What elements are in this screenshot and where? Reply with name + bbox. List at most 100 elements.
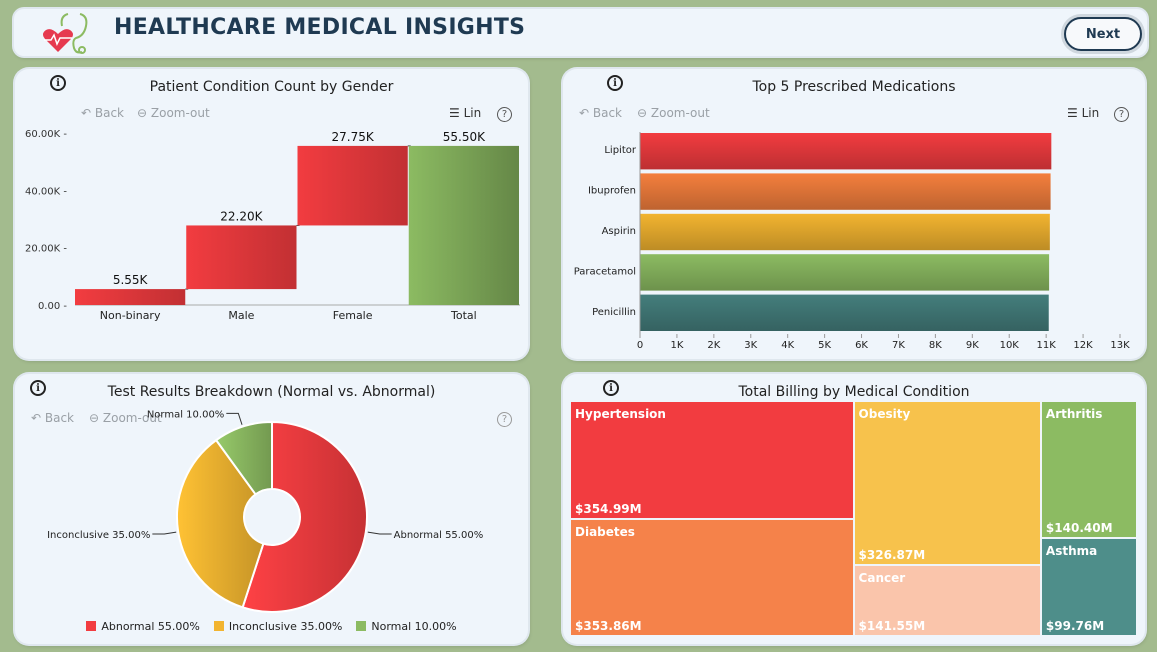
legend-item[interactable]: Normal 10.00% bbox=[356, 620, 457, 633]
x-tick-label: 9K bbox=[966, 340, 979, 351]
page-title: HEALTHCARE MEDICAL INSIGHTS bbox=[114, 15, 526, 40]
y-tick-label: 0.00 - bbox=[38, 301, 67, 312]
waterfall-bar bbox=[297, 145, 408, 226]
treemap-cell[interactable]: Asthma $99.76M bbox=[1041, 539, 1136, 635]
medications-panel: i Top 5 Prescribed Medications ↶ Back ⊖ … bbox=[563, 69, 1145, 359]
x-tick-label: 13K bbox=[1110, 340, 1130, 351]
y-tick-label: Aspirin bbox=[602, 226, 636, 237]
treemap-label: Diabetes bbox=[575, 524, 635, 539]
treemap-cell[interactable]: Hypertension $354.99M bbox=[571, 402, 853, 518]
x-tick-label: 5K bbox=[818, 340, 831, 351]
x-tick-label: 11K bbox=[1037, 340, 1057, 351]
info-icon[interactable]: i bbox=[30, 380, 46, 396]
y-tick-label: 20.00K - bbox=[25, 244, 67, 255]
treemap-label: Cancer bbox=[858, 570, 906, 585]
y-tick-label: Penicillin bbox=[592, 307, 636, 318]
back-icon: ↶ bbox=[81, 106, 95, 120]
x-tick-label: Female bbox=[333, 309, 373, 322]
data-label: 5.55K bbox=[113, 273, 149, 287]
list-icon: ☰ bbox=[1067, 106, 1082, 120]
y-tick-label: 40.00K - bbox=[25, 186, 67, 197]
back-button[interactable]: ↶ Back bbox=[31, 411, 75, 425]
treemap-value: $326.87M bbox=[858, 547, 926, 562]
treemap-cell[interactable]: Cancer $141.55M bbox=[854, 565, 1040, 635]
x-tick-label: 2K bbox=[707, 340, 720, 351]
chart-legend: Abnormal 55.00% Inconclusive 35.00% Normal… bbox=[15, 620, 528, 633]
list-icon: ☰ bbox=[449, 106, 464, 120]
stethoscope-heart-icon bbox=[43, 13, 88, 54]
help-icon[interactable]: ? bbox=[497, 412, 512, 427]
data-label: Abnormal 55.00% bbox=[394, 530, 484, 541]
x-tick-label: Total bbox=[450, 309, 477, 322]
legend-swatch bbox=[356, 621, 367, 631]
y-tick-label: Lipitor bbox=[604, 145, 637, 156]
medication-bar bbox=[640, 173, 1051, 210]
x-tick-label: 3K bbox=[744, 340, 757, 351]
data-label: 22.20K bbox=[220, 209, 263, 223]
zoom-out-button[interactable]: ⊖ Zoom-out bbox=[637, 106, 710, 120]
treemap-cell[interactable]: Obesity $326.87M bbox=[854, 402, 1040, 564]
leader-line bbox=[226, 412, 243, 425]
info-icon[interactable]: i bbox=[50, 75, 66, 91]
next-button[interactable]: Next bbox=[1064, 17, 1142, 51]
legend-swatch bbox=[213, 621, 224, 631]
x-tick-label: 1K bbox=[670, 340, 683, 351]
medication-bar bbox=[640, 294, 1049, 331]
legend-label: Abnormal 55.00% bbox=[101, 620, 200, 633]
x-tick-label: Male bbox=[228, 309, 254, 322]
treemap-cell[interactable]: Arthritis $140.40M bbox=[1041, 402, 1136, 538]
treemap-label: Hypertension bbox=[575, 407, 666, 421]
treemap-value: $141.55M bbox=[858, 618, 926, 633]
waterfall-chart: 0.00 - 20.00K - 40.00K - 60.00K - 5.55K Non-b… bbox=[25, 129, 520, 322]
treemap-value: $353.86M bbox=[575, 618, 642, 633]
y-tick-label: Paracetamol bbox=[574, 266, 636, 277]
x-tick-label: 0 bbox=[637, 340, 643, 351]
y-tick-label: Ibuprofen bbox=[588, 186, 636, 197]
legend-item[interactable]: Inconclusive 35.00% bbox=[213, 620, 343, 633]
legend-label: Normal 10.00% bbox=[371, 620, 457, 633]
chart-title: Patient Condition Count by Gender bbox=[149, 79, 394, 95]
lin-toggle[interactable]: ☰ Lin bbox=[449, 106, 482, 120]
data-label: Normal 10.00% bbox=[147, 409, 225, 420]
waterfall-panel: i Patient Condition Count by Gender ↶ Ba… bbox=[15, 69, 528, 359]
info-icon[interactable]: i bbox=[603, 380, 619, 396]
x-tick-label: 6K bbox=[855, 340, 868, 351]
x-tick-label: 12K bbox=[1073, 340, 1093, 351]
donut-slice bbox=[241, 420, 368, 613]
help-icon[interactable]: ? bbox=[1114, 107, 1129, 122]
zoom-out-button[interactable]: ⊖ Zoom-out bbox=[89, 411, 162, 425]
zoom-out-icon: ⊖ bbox=[89, 411, 103, 425]
treemap-cell[interactable]: Diabetes $353.86M bbox=[571, 519, 853, 635]
data-label: 27.75K bbox=[332, 130, 375, 144]
back-icon: ↶ bbox=[579, 106, 593, 120]
back-button[interactable]: ↶ Back bbox=[81, 106, 125, 120]
treemap-label: Obesity bbox=[858, 407, 911, 421]
waterfall-bar bbox=[408, 145, 519, 305]
zoom-out-button[interactable]: ⊖ Zoom-out bbox=[137, 106, 210, 120]
zoom-out-icon: ⊖ bbox=[637, 106, 651, 120]
treemap-label: Asthma bbox=[1045, 544, 1098, 559]
info-icon[interactable]: i bbox=[607, 75, 623, 91]
chart-title: Top 5 Prescribed Medications bbox=[752, 79, 956, 95]
chart-title: Test Results Breakdown (Normal vs. Abnor… bbox=[107, 384, 436, 400]
waterfall-bar bbox=[75, 289, 186, 305]
y-tick-label: 60.00K - bbox=[25, 129, 67, 140]
medications-bar-chart: Lipitor Ibuprofen Aspirin Paracetamol Penici… bbox=[574, 132, 1130, 351]
lin-toggle[interactable]: ☰ Lin bbox=[1067, 106, 1100, 120]
treemap-label: Arthritis bbox=[1045, 407, 1103, 421]
help-icon[interactable]: ? bbox=[497, 107, 512, 122]
legend-swatch bbox=[86, 621, 97, 631]
x-tick-label: 10K bbox=[1000, 340, 1020, 351]
legend-item[interactable]: Abnormal 55.00% bbox=[86, 620, 200, 633]
waterfall-bar bbox=[186, 225, 297, 290]
data-label: Inconclusive 35.00% bbox=[47, 530, 150, 541]
treemap-value: $354.99M bbox=[575, 501, 642, 516]
medication-bar bbox=[640, 213, 1050, 251]
chart-title: Total Billing by Medical Condition bbox=[738, 384, 970, 400]
treemap-value: $99.76M bbox=[1045, 618, 1105, 633]
back-icon: ↶ bbox=[31, 411, 45, 425]
leader-line bbox=[152, 531, 177, 535]
legend-label: Inconclusive 35.00% bbox=[228, 620, 343, 633]
back-button[interactable]: ↶ Back bbox=[579, 106, 623, 120]
billing-panel: i Total Billing by Medical Condition Hyp… bbox=[563, 374, 1145, 644]
